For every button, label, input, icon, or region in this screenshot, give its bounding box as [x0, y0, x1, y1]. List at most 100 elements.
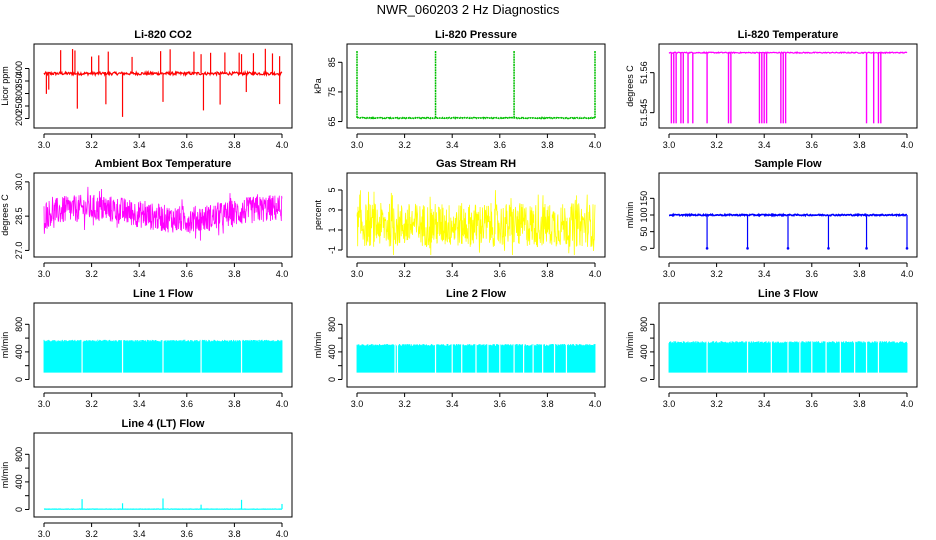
x-tick-label: 3.8: [228, 529, 241, 539]
y-tick-label: 0: [14, 377, 24, 382]
chart-panel-3: Li-820 Temperature 3.0 3.2 3.4 3.6 3.8 4.0 51.5…: [625, 29, 918, 150]
y-tick-label: 50: [639, 227, 649, 237]
x-tick-label: 3.2: [710, 269, 723, 279]
x-tick-label: 3.8: [228, 140, 241, 150]
x-tick-label: 3.2: [398, 269, 411, 279]
x-tick-label: 3.2: [398, 140, 411, 150]
y-axis-label: ml/min: [0, 332, 10, 359]
x-tick-label: 3.8: [853, 269, 866, 279]
y-axis-label: ml/min: [313, 332, 323, 359]
spike-point: [905, 247, 909, 250]
series-line: [668, 51, 908, 55]
x-tick-label: 4.0: [276, 529, 289, 539]
y-tick-label: 350: [14, 73, 24, 88]
data-series: [43, 337, 283, 374]
y-tick-label: 800: [14, 447, 24, 462]
y-tick-label: 800: [14, 317, 24, 332]
x-tick-label: 3.8: [541, 140, 554, 150]
chart-title: Line 1 Flow: [133, 288, 193, 300]
x-tick-label: 3.0: [351, 140, 364, 150]
x-tick-label: 4.0: [276, 399, 289, 409]
x-tick-label: 4.0: [589, 269, 602, 279]
y-tick-label: 0: [639, 246, 649, 251]
x-tick-label: 3.6: [806, 269, 819, 279]
data-series: [669, 212, 909, 250]
y-tick-label: 100: [639, 207, 649, 222]
y-tick-label: 300: [14, 86, 24, 101]
y-tick-label: 800: [327, 317, 337, 332]
x-tick-label: 4.0: [901, 140, 914, 150]
spike-point: [865, 247, 868, 250]
chart-panel-8: Line 2 Flow 3.0 3.2 3.4 3.6 3.8 4.0 0 400 800 ml/m…: [313, 288, 606, 409]
x-tick-label: 3.8: [228, 269, 241, 279]
chart-title: Li-820 Temperature: [738, 29, 839, 41]
x-tick-label: 3.4: [758, 269, 771, 279]
data-series: [43, 48, 283, 117]
x-tick-label: 3.4: [133, 529, 146, 539]
data-series: [668, 51, 908, 124]
y-tick-label: 51.56: [639, 61, 649, 84]
x-tick-label: 3.4: [446, 399, 459, 409]
chart-panel-5: Gas Stream RH 3.0 3.2 3.4 3.6 3.8 4.0 -1 1 3 5 perc…: [313, 158, 606, 279]
y-axis-label: percent: [313, 199, 323, 230]
plot-frame: [658, 302, 918, 388]
x-tick-label: 3.4: [133, 140, 146, 150]
y-axis-label: ml/min: [0, 462, 10, 489]
data-series: [356, 342, 596, 374]
y-axis-label: kPa: [313, 78, 323, 94]
y-tick-label: 400: [639, 344, 649, 359]
x-tick-label: 3.0: [351, 399, 364, 409]
x-tick-label: 3.2: [710, 140, 723, 150]
y-tick-label: 0: [14, 507, 24, 512]
x-tick-label: 3.4: [446, 269, 459, 279]
chart-panel-7: Line 1 Flow 3.0 3.2 3.4 3.6 3.8 4.0 0 400 800 ml/m…: [0, 288, 293, 409]
y-tick-label: 400: [14, 344, 24, 359]
x-tick-label: 3.6: [181, 140, 194, 150]
y-tick-label: 51.545: [639, 99, 649, 127]
y-tick-label: -1: [327, 246, 337, 254]
page-title: NWR_060203 2 Hz Diagnostics: [376, 2, 560, 17]
x-tick-label: 4.0: [901, 269, 914, 279]
x-tick-label: 3.0: [38, 269, 51, 279]
data-series: [356, 190, 596, 256]
plot-frame: [33, 432, 293, 518]
plot-frame: [346, 302, 606, 388]
y-tick-label: 150: [639, 191, 649, 206]
chart-title: Sample Flow: [754, 158, 822, 170]
y-tick-label: 30.0: [14, 173, 24, 191]
y-tick-label: 28.5: [14, 207, 24, 225]
series-line: [669, 212, 908, 218]
x-tick-label: 3.2: [398, 399, 411, 409]
x-tick-label: 4.0: [901, 399, 914, 409]
y-tick-label: 0: [639, 377, 649, 382]
y-tick-label: 400: [14, 474, 24, 489]
spike-point: [827, 247, 830, 250]
plot-frame: [346, 43, 606, 129]
y-tick-label: 75: [327, 87, 337, 97]
series-band: [43, 339, 283, 373]
x-tick-label: 3.0: [38, 140, 51, 150]
x-tick-label: 4.0: [276, 140, 289, 150]
x-tick-label: 3.4: [133, 269, 146, 279]
x-tick-label: 3.0: [663, 399, 676, 409]
y-tick-label: 5: [327, 187, 337, 192]
x-tick-label: 3.6: [494, 140, 507, 150]
spike-point: [746, 247, 749, 250]
data-series: [43, 186, 283, 241]
x-tick-label: 3.6: [181, 269, 194, 279]
x-tick-label: 3.2: [85, 529, 98, 539]
spike-point: [705, 247, 709, 250]
y-tick-label: 400: [327, 344, 337, 359]
x-tick-label: 3.2: [710, 399, 723, 409]
x-tick-label: 3.4: [758, 399, 771, 409]
x-tick-label: 3.8: [853, 140, 866, 150]
series-line: [43, 69, 283, 78]
series-line: [356, 116, 596, 120]
plot-frame: [346, 172, 606, 258]
chart-title: Gas Stream RH: [436, 158, 516, 170]
x-tick-label: 3.0: [663, 140, 676, 150]
x-tick-label: 3.6: [494, 399, 507, 409]
x-tick-label: 3.8: [853, 399, 866, 409]
x-tick-label: 3.2: [85, 140, 98, 150]
